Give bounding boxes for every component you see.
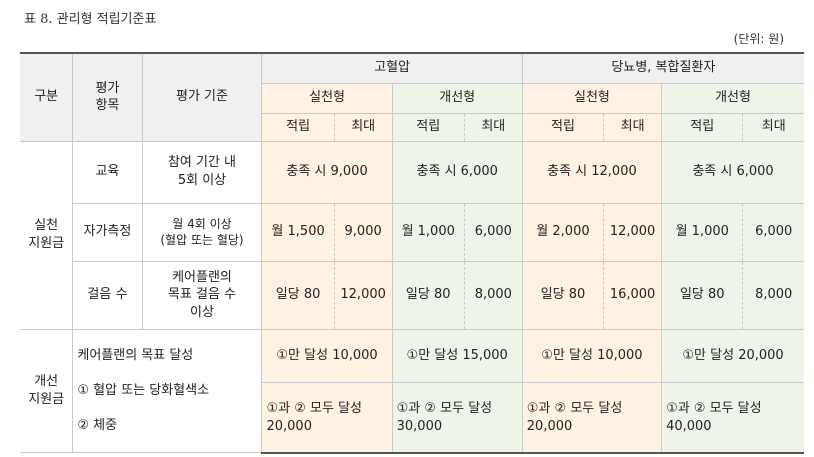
cell-value: 6,000 [742, 202, 804, 262]
section-improve-label: 개선 지원금 [20, 328, 74, 454]
cell-value: 충족 시 6,000 [661, 140, 804, 204]
cell-value: 일당 80 [661, 260, 744, 330]
cell-value: 8,000 [463, 260, 523, 330]
header-item: 평가 항목 [72, 52, 143, 142]
header-diabetes: 당뇨병, 복합질환자 [521, 52, 804, 84]
row-criteria-self-measure: 월 4회 이상 (혈압 또는 혈당) [141, 202, 263, 262]
header-accrue: 적립 [521, 112, 605, 142]
cell-value: ①만 달성 15,000 [391, 328, 523, 384]
cell-value: 충족 시 12,000 [521, 140, 663, 204]
header-hp-practice: 실천형 [261, 82, 393, 114]
row-criteria-steps: 케어플랜의 목표 걸음 수 이상 [141, 260, 263, 330]
unit-label: (단위: 원) [733, 32, 784, 46]
cell-value: ①만 달성 10,000 [521, 328, 663, 384]
cell-value: 8,000 [742, 260, 804, 330]
header-accrue: 적립 [391, 112, 465, 142]
cell-value: 일당 80 [261, 260, 335, 330]
row-item-self-measure: 자가측정 [72, 202, 143, 262]
cell-value: 일당 80 [391, 260, 465, 330]
header-accrue: 적립 [261, 112, 335, 142]
cell-value: ①과 ② 모두 달성 20,000 [261, 382, 393, 454]
cell-value: ①과 ② 모두 달성 20,000 [521, 382, 663, 454]
cell-value: ①만 달성 10,000 [261, 328, 393, 384]
cell-value: 충족 시 6,000 [391, 140, 523, 204]
row-criteria-education: 참여 기간 내 5회 이상 [141, 140, 263, 204]
header-max: 최대 [463, 112, 523, 142]
cell-value: ①과 ② 모두 달성 40,000 [661, 382, 804, 454]
header-dm-practice: 실천형 [521, 82, 663, 114]
header-criteria: 평가 기준 [141, 52, 263, 142]
improve-criteria: 케어플랜의 목표 달성 ① 혈압 또는 당화혈색소 ② 체중 [72, 328, 263, 454]
cell-value: 월 2,000 [521, 202, 605, 262]
improve-criteria-line: ② 체중 [77, 418, 118, 434]
cell-value: 월 1,500 [261, 202, 335, 262]
section-practice-label: 실천 지원금 [20, 140, 74, 330]
cell-value: 월 1,000 [391, 202, 465, 262]
row-item-steps: 걸음 수 [72, 260, 143, 330]
cell-value: 12,000 [603, 202, 663, 262]
cell-value: ①과 ② 모두 달성 30,000 [391, 382, 523, 454]
table-caption: 표 8. 관리형 적립기준표 [24, 12, 157, 27]
cell-value: 9,000 [333, 202, 393, 262]
header-category: 구분 [20, 52, 74, 142]
header-hp-improve: 개선형 [391, 82, 523, 114]
header-max: 최대 [603, 112, 663, 142]
cell-value: ①만 달성 20,000 [661, 328, 804, 384]
cell-value: 12,000 [333, 260, 393, 330]
cell-value: 월 1,000 [661, 202, 744, 262]
cell-value: 16,000 [603, 260, 663, 330]
improve-criteria-line: 케어플랜의 목표 달성 [77, 348, 194, 364]
header-accrue: 적립 [661, 112, 744, 142]
cell-value: 충족 시 9,000 [261, 140, 393, 204]
header-max: 최대 [742, 112, 804, 142]
improve-criteria-line: ① 혈압 또는 당화혈색소 [77, 383, 210, 399]
accrual-standard-table: 구분 평가 항목 평가 기준 고혈압 당뇨병, 복합질환자 실천형 개선형 실천… [20, 52, 804, 454]
row-item-education: 교육 [72, 140, 143, 204]
cell-value: 6,000 [463, 202, 523, 262]
header-hypertension: 고혈압 [261, 52, 523, 84]
header-dm-improve: 개선형 [661, 82, 804, 114]
header-max: 최대 [333, 112, 393, 142]
cell-value: 일당 80 [521, 260, 605, 330]
